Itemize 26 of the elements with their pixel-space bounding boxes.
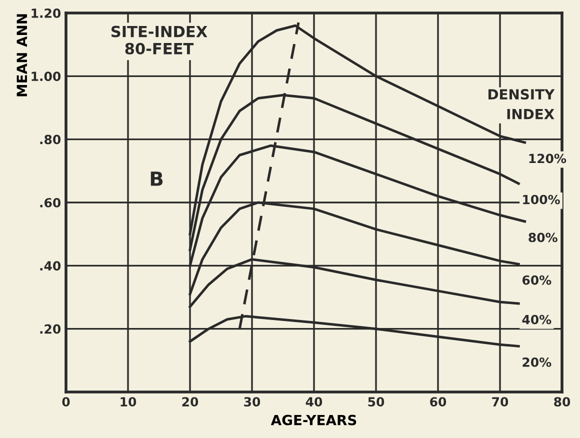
- y-axis-title: MEAN ANN: [16, 14, 27, 96]
- series-label: 40%: [522, 314, 552, 324]
- y-tick-label: 1.20: [32, 8, 61, 18]
- y-tick-label: .20: [40, 324, 61, 334]
- series-label: 80%: [528, 232, 558, 242]
- series-label: 20%: [522, 357, 552, 367]
- x-tick-label: 80: [554, 397, 570, 407]
- x-tick-label: 70: [492, 397, 508, 407]
- series-label: 100%: [523, 194, 560, 204]
- y-tick-label: .80: [40, 134, 61, 144]
- y-tick-label: .40: [40, 261, 61, 271]
- x-tick-label: 40: [306, 397, 322, 407]
- y-tick-label: 1.00: [32, 72, 61, 82]
- x-tick-label: 60: [430, 397, 446, 407]
- x-tick-label: 10: [120, 397, 136, 407]
- x-tick-label: 50: [368, 397, 384, 407]
- annotation: SITE-INDEX 80-FEET: [111, 26, 208, 54]
- y-tick-label: .60: [40, 198, 61, 208]
- x-axis-title: AGE-YEARS: [270, 414, 356, 426]
- series-label: 120%: [529, 154, 566, 164]
- annotation: B: [150, 172, 163, 186]
- x-tick-label: 0: [62, 397, 70, 407]
- x-tick-label: 30: [244, 397, 260, 407]
- series-label: 60%: [522, 275, 552, 285]
- legend-title: DENSITY INDEX: [488, 89, 555, 120]
- x-tick-label: 20: [182, 397, 198, 407]
